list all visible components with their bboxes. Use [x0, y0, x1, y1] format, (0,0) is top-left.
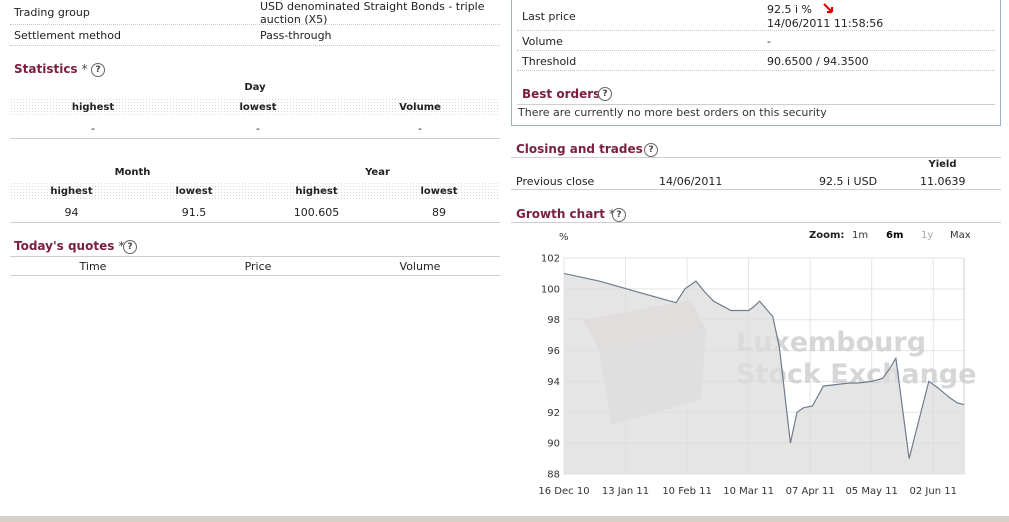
y-tick-label: 98: [547, 315, 560, 326]
y-axis-ticks: 88 90 92 94 96 98 100 102: [541, 254, 560, 481]
day-val-lowest: -: [256, 122, 260, 135]
year-col-highest: highest: [295, 186, 338, 197]
previous-close-date: 14/06/2011: [659, 175, 723, 188]
zoom-1y-button[interactable]: 1y: [921, 230, 934, 241]
last-price-row: Last price 92.5 i % 14/06/2011 11:58:56: [517, 0, 995, 31]
bottom-bar: [0, 516, 1009, 522]
trading-group-label: Trading group: [14, 6, 90, 19]
todays-quotes-header-row: Time Price Volume: [10, 257, 500, 276]
growth-chart-title: Growth chart*: [516, 207, 615, 221]
best-orders-help-icon[interactable]: ?: [598, 87, 612, 101]
price-box: Last price 92.5 i % 14/06/2011 11:58:56 …: [511, 0, 1001, 126]
y-tick-label: 88: [547, 470, 560, 481]
previous-close-yield: 11.0639: [920, 175, 966, 188]
todays-quotes-title: Today's quotes *: [14, 239, 125, 253]
y-tick-label: 94: [547, 377, 560, 388]
quotes-col-time: Time: [79, 260, 107, 273]
closing-title: Closing and trades*: [516, 142, 653, 156]
x-tick-label: 05 May 11: [845, 486, 897, 497]
quotes-col-volume: Volume: [399, 260, 441, 273]
year-val-lowest: 89: [432, 206, 446, 219]
day-header: Day: [244, 82, 266, 93]
zoom-1m-button[interactable]: 1m: [852, 230, 869, 241]
zoom-6m-button[interactable]: 6m: [886, 230, 904, 241]
last-price-label: Last price: [522, 10, 576, 23]
x-tick-label: 13 Jan 11: [602, 486, 649, 497]
todays-quotes-help-icon[interactable]: ?: [123, 240, 137, 254]
y-tick-label: 102: [541, 254, 560, 265]
x-tick-label: 07 Apr 11: [786, 486, 835, 497]
trading-group-row: Trading group USD denominated Straight B…: [10, 0, 500, 26]
my-values-row: 94 91.5 100.605 89: [10, 200, 500, 223]
x-axis-ticks: 16 Dec 10 13 Jan 11 10 Feb 11 10 Mar 11 07 A…: [538, 486, 957, 497]
day-val-highest: -: [91, 122, 95, 135]
x-tick-label: 02 Jun 11: [910, 486, 957, 497]
previous-close-row: Previous close 14/06/2011 92.5 i USD 11.…: [511, 171, 1001, 190]
volume-label: Volume: [522, 35, 563, 48]
best-orders-text: There are currently no more best orders …: [518, 106, 827, 119]
zoom-label: Zoom:: [809, 230, 845, 241]
day-cols-row: highest lowest Volume: [10, 98, 500, 116]
growth-chart-divider: [511, 222, 1001, 223]
month-header: Month: [114, 167, 151, 178]
y-tick-label: 90: [547, 439, 560, 450]
quotes-col-price: Price: [244, 260, 272, 273]
settlement-row: Settlement method Pass-through: [10, 25, 500, 46]
x-tick-label: 16 Dec 10: [538, 486, 589, 497]
x-tick-label: 10 Feb 11: [662, 486, 712, 497]
month-col-lowest: lowest: [175, 186, 213, 197]
last-price-time: 14/06/2011 11:58:56: [767, 17, 884, 30]
y-tick-label: 92: [547, 408, 560, 419]
month-val-lowest: 91.5: [181, 206, 207, 219]
series-area: [564, 273, 964, 474]
zoom-max-button[interactable]: Max: [950, 230, 971, 241]
statistics-help-icon[interactable]: ?: [91, 63, 105, 77]
growth-chart-help-icon[interactable]: ?: [612, 208, 626, 222]
year-val-highest: 100.605: [293, 206, 340, 219]
settlement-value: Pass-through: [260, 29, 332, 42]
closing-divider: [511, 157, 1001, 158]
day-col-lowest: lowest: [239, 102, 277, 113]
series-line: [563, 272, 965, 459]
trading-group-value: USD denominated Straight Bonds - triple …: [260, 0, 485, 26]
y-tick-label: 96: [547, 346, 560, 357]
previous-close-price: 92.5 i USD: [819, 175, 878, 188]
threshold-row: Threshold 90.6500 / 94.3500: [517, 51, 995, 71]
my-cols-row: highest lowest highest lowest: [10, 182, 500, 200]
volume-value: -: [767, 35, 771, 48]
day-col-highest: highest: [71, 102, 115, 113]
growth-chart: % Luxembourg Stock Exchange 889092949698…: [538, 232, 976, 497]
best-orders-title: Best orders: [522, 87, 601, 101]
settlement-label: Settlement method: [14, 29, 121, 42]
threshold-value: 90.6500 / 94.3500: [767, 55, 869, 68]
threshold-label: Threshold: [522, 55, 577, 68]
statistics-title: Statistics *: [14, 62, 88, 76]
month-col-highest: highest: [50, 186, 93, 197]
y-axis-unit-label: %: [559, 232, 569, 243]
day-val-volume: -: [418, 122, 422, 135]
best-orders-divider: [517, 104, 995, 105]
month-val-highest: 94: [64, 206, 79, 219]
previous-close-label: Previous close: [516, 175, 595, 188]
trend-down-arrow-icon: [823, 3, 834, 14]
yield-header: Yield: [928, 159, 957, 170]
last-price-value: 92.5 i %: [767, 3, 812, 16]
todays-quotes-divider: [10, 256, 500, 257]
volume-row: Volume -: [517, 31, 995, 51]
y-tick-label: 100: [541, 284, 560, 295]
x-tick-label: 10 Mar 11: [723, 486, 774, 497]
closing-help-icon[interactable]: ?: [644, 143, 658, 157]
year-col-lowest: lowest: [420, 186, 458, 197]
year-header: Year: [365, 167, 390, 178]
day-col-volume: Volume: [399, 102, 441, 113]
day-values-row: - - -: [10, 116, 500, 139]
